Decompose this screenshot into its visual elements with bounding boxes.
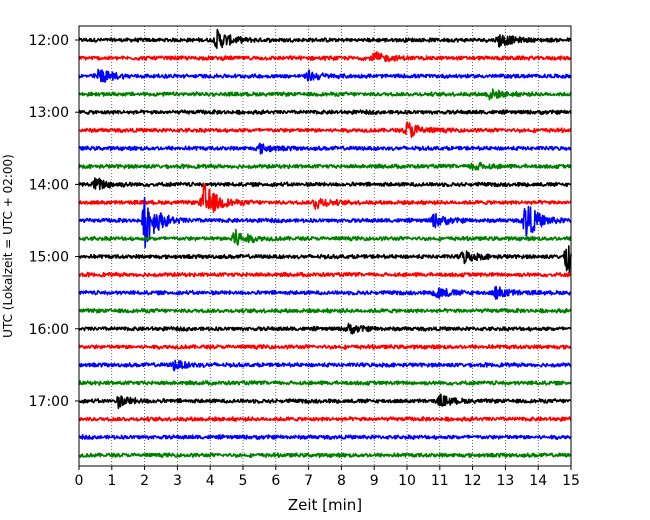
y-tick-label-1500: 15:00 [29,250,69,266]
trace-row-1245 [78,88,572,101]
x-tick-label-2: 2 [140,473,149,489]
x-tick-label-14: 14 [529,473,547,489]
trace-row-1215 [78,51,572,62]
x-tick-label-9: 9 [370,473,379,489]
y-tick-label-1300: 13:00 [29,105,69,121]
x-tick-label-6: 6 [271,473,280,489]
x-tick-label-13: 13 [496,473,514,489]
y-tick-label-1200: 12:00 [29,33,69,49]
trace-row-1615 [78,343,572,350]
x-tick-label-4: 4 [206,473,215,489]
x-tick-label-11: 11 [431,473,449,489]
trace-row-1600 [78,322,572,335]
trace-row-1200 [78,28,572,49]
x-tick-label-5: 5 [239,473,248,489]
trace-row-1745 [78,452,572,459]
x-tick-label-3: 3 [173,473,182,489]
trace-row-1715 [78,416,572,422]
y-tick-label-1700: 17:00 [29,394,69,410]
seismic-traces [78,28,572,459]
x-tick-label-1: 1 [107,473,116,489]
trace-row-1700 [78,393,572,410]
x-tick-label-0: 0 [75,473,84,489]
trace-row-1500 [78,245,572,274]
x-axis-ticks: 0 1 2 3 4 5 6 7 8 9 10 11 12 13 14 15 [75,466,580,489]
trace-row-1300 [78,109,572,116]
trace-row-1645 [78,380,572,386]
x-tick-label-12: 12 [464,473,482,489]
grid-lines [111,26,539,466]
y-axis-ticks: 12:00 13:00 14:00 15:00 16:00 17:00 [29,33,79,410]
trace-row-1230 [78,68,572,83]
trace-row-1730 [78,434,572,440]
trace-row-1345 [78,161,572,171]
x-tick-label-15: 15 [562,473,580,489]
x-tick-label-8: 8 [337,473,346,489]
trace-row-1445 [78,228,572,246]
trace-row-1545 [78,307,572,314]
x-axis-title: Zeit [min] [288,496,362,514]
plot-frame [78,25,572,467]
trace-row-1530 [78,285,572,300]
y-axis-title: UTC (Lokalzeit = UTC + 02:00) [1,154,15,338]
trace-row-1430 [78,196,572,249]
trace-row-1315 [78,121,572,138]
x-tick-label-10: 10 [398,473,416,489]
trace-row-1515 [78,271,572,278]
y-tick-label-1400: 14:00 [29,177,69,193]
trace-row-1630 [78,359,572,372]
trace-row-1330 [78,142,572,155]
y-tick-label-1600: 16:00 [29,322,69,338]
x-tick-label-7: 7 [304,473,313,489]
trace-row-1415 [78,182,572,213]
trace-row-1400 [78,177,572,191]
